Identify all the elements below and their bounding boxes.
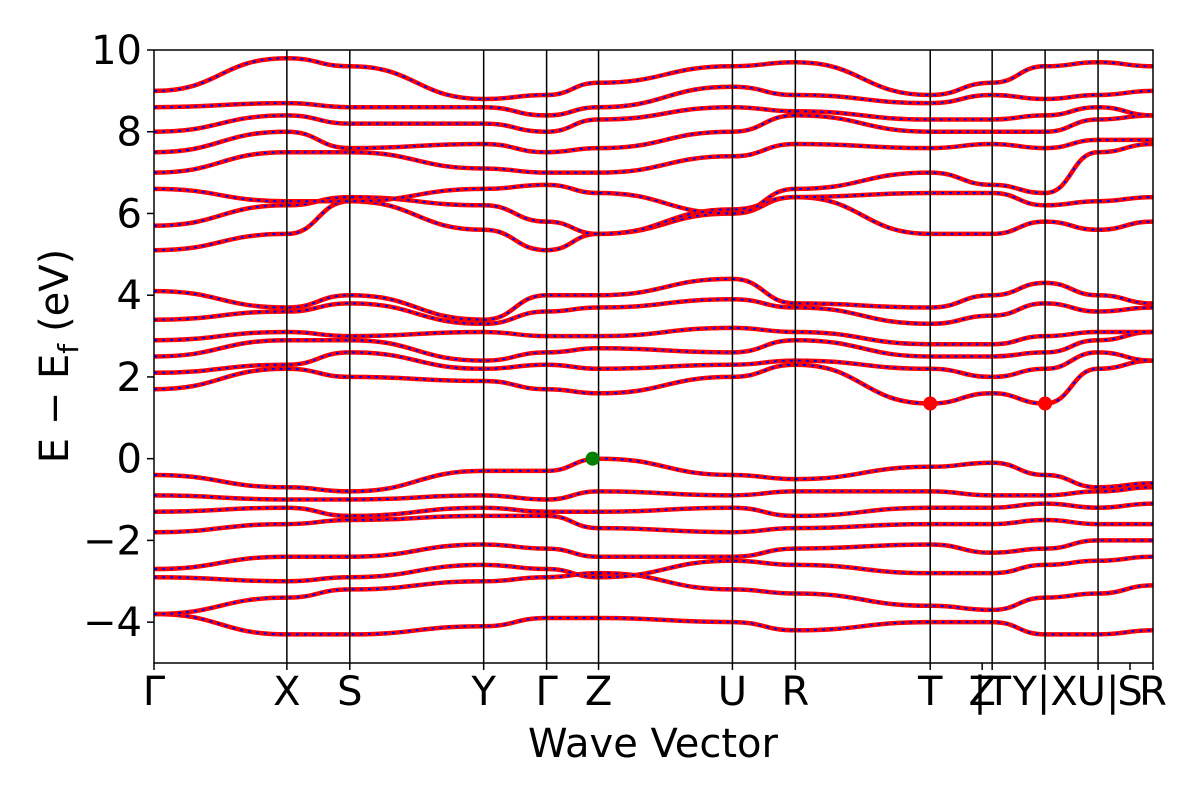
band-line <box>154 456 1153 494</box>
band-line-dashed <box>154 57 1153 101</box>
band-line-dashed <box>154 486 1153 501</box>
band-line <box>154 104 1153 134</box>
band-line <box>154 84 1153 118</box>
y-tick-label: 0 <box>117 437 142 483</box>
y-axis-title-main: E − E <box>32 354 78 464</box>
band-line-dashed <box>154 555 1153 583</box>
x-tick-label: Y <box>470 669 496 715</box>
y-tick-label: −2 <box>83 518 142 564</box>
band-line <box>154 611 1153 637</box>
band-line-dashed <box>154 106 1153 133</box>
band-line-dashed <box>154 359 1153 405</box>
x-axis-title: Wave Vector <box>528 721 779 767</box>
band-line <box>154 297 1153 327</box>
band-line-dashed <box>154 331 1153 362</box>
band-line-dashed <box>154 196 1153 252</box>
y-tick-label: 2 <box>117 355 142 401</box>
high-symmetry-lines <box>286 50 1099 663</box>
extremum-marker <box>923 396 938 411</box>
band-line-dashed <box>154 192 1153 235</box>
x-tick-label: S <box>337 669 362 715</box>
band-line-dashed <box>154 114 1153 154</box>
band-line <box>154 513 1153 535</box>
band-line <box>154 55 1153 102</box>
band-line <box>154 501 1153 519</box>
y-tick-label: 6 <box>117 191 142 237</box>
y-tick-label: 10 <box>91 28 142 74</box>
x-tick-label: U <box>718 669 747 715</box>
y-axis-title-subscript: f <box>52 343 85 354</box>
band-line-dashed <box>154 298 1153 325</box>
y-tick-label: −4 <box>83 600 142 646</box>
x-axis-ticks: Γ X S Y Γ Z U R T Z|T Y|XU|SR <box>143 663 1167 715</box>
x-tick-label: S <box>1117 669 1142 715</box>
y-axis-ticks: −4 −2 0 2 4 6 8 10 <box>83 28 154 646</box>
band-line-dashed <box>154 613 1153 636</box>
y-tick-label: 8 <box>117 110 142 156</box>
extremum-marker <box>1038 396 1053 411</box>
band-line-dashed <box>154 351 1153 378</box>
y-tick-label: 4 <box>117 273 142 319</box>
band-line-dashed <box>154 277 1153 321</box>
x-tick-label: |T <box>973 669 1011 715</box>
plot-frame <box>153 49 1154 664</box>
x-tick-label: R <box>781 669 809 715</box>
band-line-dashed <box>154 514 1153 534</box>
bands-layer <box>154 55 1153 637</box>
x-tick-label: Γ <box>535 669 558 715</box>
x-tick-label: Z <box>585 669 612 715</box>
band-line <box>154 325 1153 347</box>
x-tick-label: R <box>1139 669 1167 715</box>
band-extrema-markers <box>585 396 1053 466</box>
extremum-marker <box>585 451 600 466</box>
x-tick-label: U| <box>1077 669 1120 715</box>
x-tick-label: Γ <box>143 669 166 715</box>
band-line-dashed <box>154 138 1153 174</box>
x-tick-label: Z <box>968 669 995 715</box>
y-axis-title: E − Ef (eV) <box>32 249 85 464</box>
x-tick-label: X <box>273 669 300 715</box>
band-line-dashed <box>154 572 1153 615</box>
band-line-dashed <box>154 539 1153 570</box>
y-axis-title-unit: (eV) <box>32 249 78 332</box>
x-tick-label: Y|X <box>1011 669 1077 715</box>
band-line <box>154 538 1153 572</box>
x-tick-label: T <box>917 669 943 715</box>
